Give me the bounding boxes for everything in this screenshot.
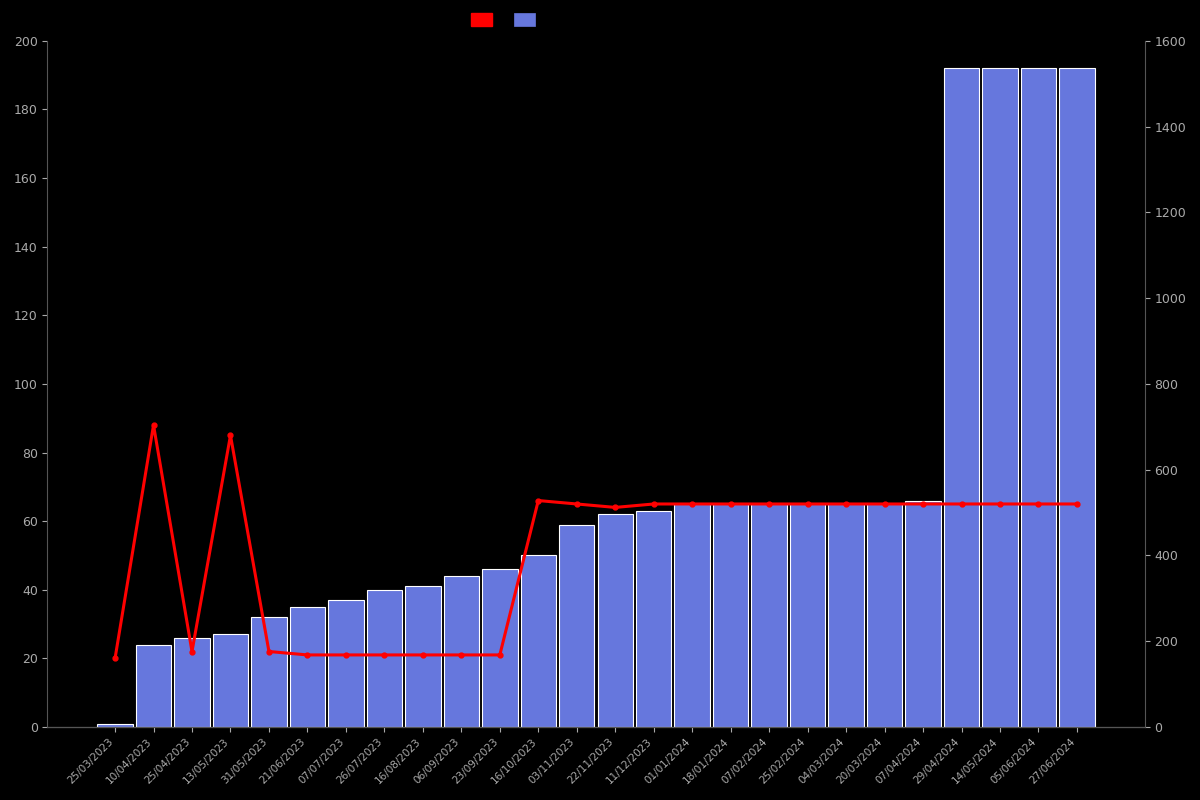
Bar <box>636 511 672 727</box>
Bar <box>444 576 479 727</box>
Bar <box>905 501 941 727</box>
Bar <box>97 723 133 727</box>
Bar <box>983 68 1018 727</box>
Bar <box>329 600 364 727</box>
Bar <box>367 590 402 727</box>
Bar <box>751 504 787 727</box>
Bar <box>713 504 749 727</box>
Bar <box>1060 68 1094 727</box>
Bar <box>674 504 710 727</box>
Bar <box>406 586 440 727</box>
Bar <box>944 68 979 727</box>
Bar <box>482 569 517 727</box>
Bar <box>598 514 632 727</box>
Bar <box>174 638 210 727</box>
Bar <box>866 504 902 727</box>
Bar <box>828 504 864 727</box>
Bar <box>521 555 556 727</box>
Legend: , : , <box>468 10 548 30</box>
Bar <box>136 645 172 727</box>
Bar <box>1021 68 1056 727</box>
Bar <box>289 607 325 727</box>
Bar <box>212 634 248 727</box>
Bar <box>790 504 826 727</box>
Bar <box>251 617 287 727</box>
Bar <box>559 525 594 727</box>
